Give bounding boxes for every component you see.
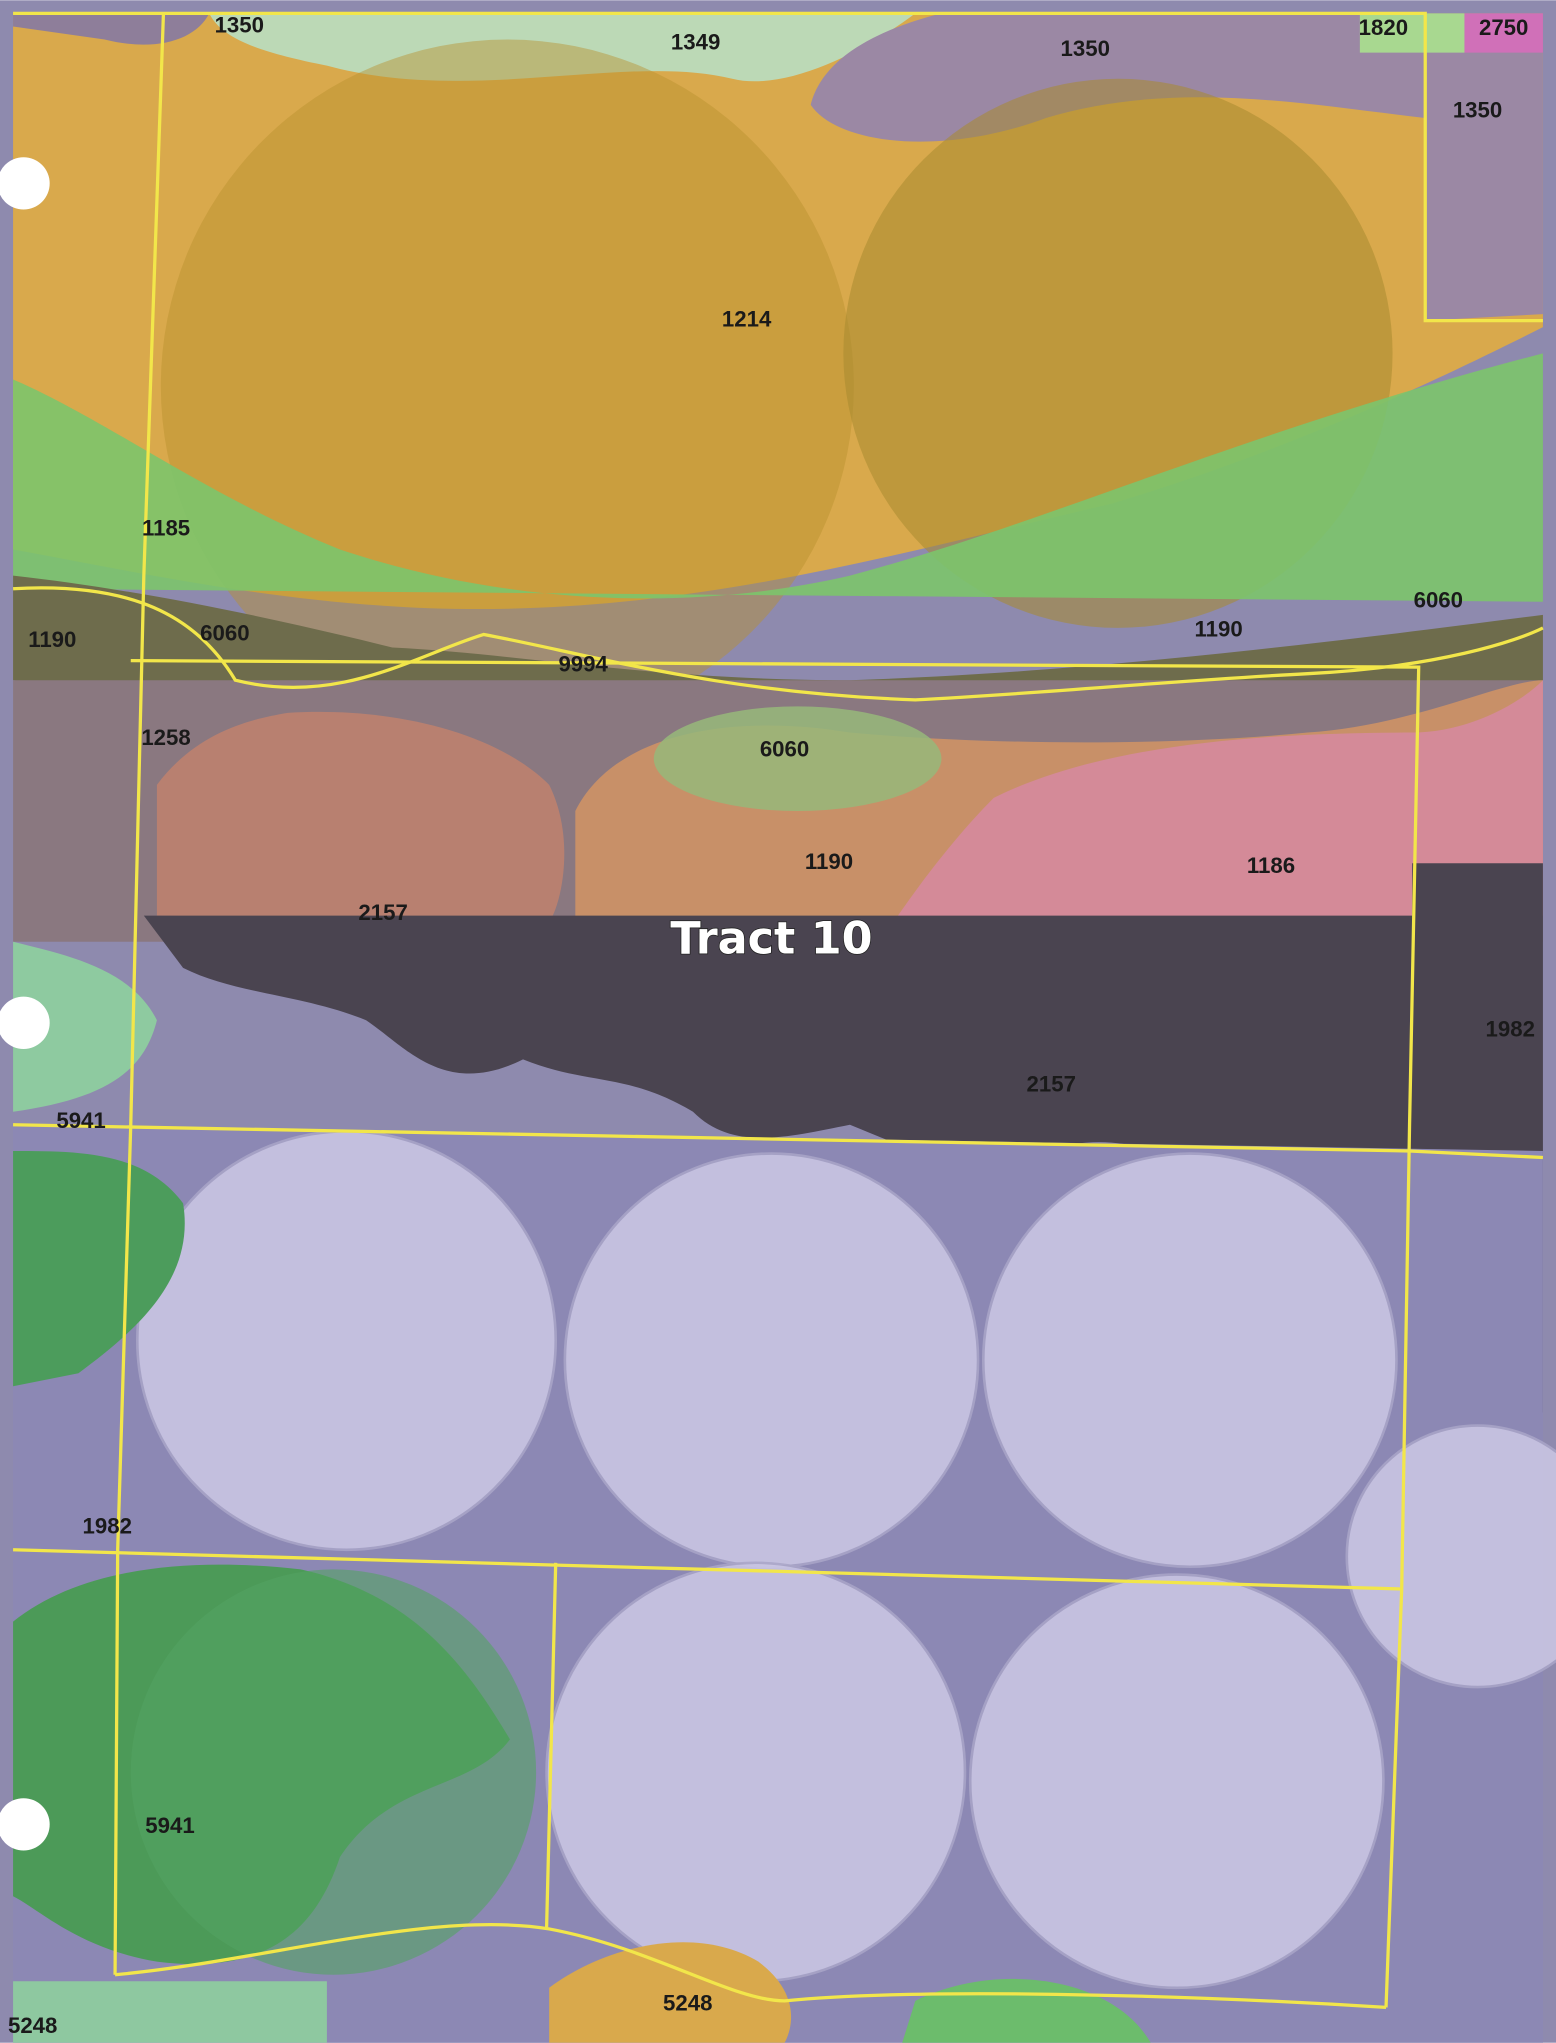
soil-label: 5248 [663, 1991, 712, 2016]
pivot-circle [981, 1152, 1398, 1569]
tract-boundary [13, 11, 1543, 323]
tract-label: Tract 10 [670, 914, 872, 965]
soil-zone [810, 13, 1543, 321]
tract-boundary [13, 1123, 1544, 1160]
soil-label: 5941 [145, 1813, 194, 1838]
soil-zone [13, 1981, 327, 2043]
soil-zone [653, 706, 942, 811]
soil-label: 2750 [1479, 15, 1528, 40]
soil-zone [13, 941, 157, 1112]
tract-boundary [12, 586, 1544, 702]
soil-label: 5248 [8, 2013, 57, 2038]
punch-hole [0, 996, 50, 1049]
punch-hole [0, 1798, 50, 1851]
tract-boundary [544, 1562, 558, 1929]
pivot-circle [135, 1130, 558, 1552]
punch-hole [0, 157, 50, 210]
soil-zone [889, 680, 1543, 929]
soil-label: 1190 [28, 627, 76, 652]
soil-zone [209, 13, 916, 82]
pivot-circle [130, 1569, 537, 1975]
soil-label: 6060 [200, 620, 249, 645]
soil-zone [1359, 13, 1465, 53]
soil-label: 1258 [141, 725, 190, 750]
soil-label: 2157 [358, 900, 407, 925]
soil-label: 1350 [1061, 36, 1110, 61]
tract-boundary [114, 1923, 1387, 2010]
soil-label: 1820 [1359, 15, 1408, 40]
tract-boundary [130, 658, 1421, 2008]
soil-label: 9994 [558, 652, 608, 677]
tract-boundary [113, 13, 166, 1975]
soil-label: 1349 [671, 29, 720, 54]
soil-zone [13, 13, 210, 45]
soil-zone [143, 863, 1543, 1413]
soil-label: 1185 [142, 516, 190, 541]
soil-zone [156, 711, 565, 923]
soil-label: 1350 [215, 12, 264, 37]
soil-label: 1350 [1453, 97, 1502, 122]
soil-label: 6060 [760, 737, 809, 762]
soil-label: 1982 [83, 1513, 132, 1538]
pivot-circle [563, 1152, 980, 1569]
pivot-circle [545, 1561, 967, 1983]
soil-zone [1464, 13, 1543, 53]
soil-label: 1982 [1486, 1017, 1535, 1042]
tract-boundary [13, 1548, 1402, 1591]
soil-zone [13, 1150, 185, 1387]
soil-label: 1186 [1247, 853, 1295, 878]
soil-zone [549, 1942, 792, 2043]
soil-label: 2157 [1027, 1071, 1076, 1096]
soil-label: 1190 [805, 849, 853, 874]
pivot-circle [968, 1573, 1385, 1990]
soil-label: 5941 [56, 1108, 105, 1133]
soil-label: 1190 [1195, 616, 1243, 641]
soil-label: 1214 [722, 307, 772, 332]
soil-zone [13, 353, 1543, 602]
soil-label: 6060 [1414, 588, 1463, 613]
